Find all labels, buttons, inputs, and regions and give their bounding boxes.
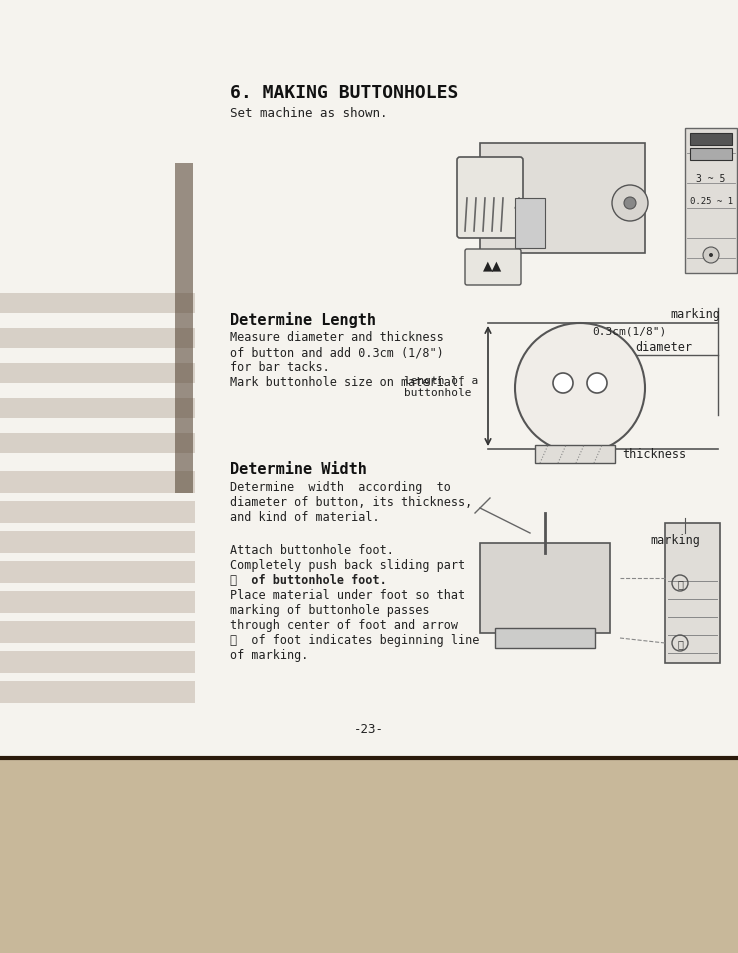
Bar	[0, 621, 195, 643]
Bar	[480, 144, 645, 253]
FancyBboxPatch shape	[457, 158, 523, 239]
Text: Determine Width: Determine Width	[230, 461, 367, 476]
Bar	[690, 133, 732, 146]
Text: diameter: diameter	[635, 340, 692, 354]
Circle shape	[515, 324, 645, 454]
Text: ⓑ  of foot indicates beginning line: ⓑ of foot indicates beginning line	[230, 634, 480, 646]
Bar	[0, 434, 195, 454]
Text: ▲▲: ▲▲	[483, 259, 503, 273]
Text: marking of buttonhole passes: marking of buttonhole passes	[230, 603, 430, 617]
Text: ⓐ  of buttonhole foot.: ⓐ of buttonhole foot.	[230, 574, 387, 586]
Circle shape	[703, 248, 719, 264]
Bar	[0, 294, 195, 314]
Circle shape	[624, 198, 636, 210]
Text: of button and add 0.3cm (1/8"): of button and add 0.3cm (1/8")	[230, 346, 444, 358]
Text: of marking.: of marking.	[230, 648, 308, 661]
FancyBboxPatch shape	[465, 250, 521, 286]
Text: diameter of button, its thickness,: diameter of button, its thickness,	[230, 496, 472, 509]
Text: marking: marking	[670, 308, 720, 320]
Bar	[495, 628, 595, 648]
Text: for bar tacks.: for bar tacks.	[230, 360, 330, 374]
Text: Set machine as shown.: Set machine as shown.	[230, 107, 387, 120]
Text: Determine Length: Determine Length	[230, 312, 376, 328]
Bar	[0, 651, 195, 673]
Bar	[0, 501, 195, 523]
Text: 0.3cm(1/8"): 0.3cm(1/8")	[592, 326, 666, 335]
Text: Determine  width  according  to: Determine width according to	[230, 480, 451, 494]
Bar	[665, 523, 720, 663]
Bar	[175, 164, 193, 494]
Bar	[0, 364, 195, 384]
Bar	[0, 398, 195, 418]
Text: 3 ~ 5: 3 ~ 5	[697, 173, 725, 184]
Bar	[685, 129, 737, 274]
Bar	[0, 592, 195, 614]
Text: -23-: -23-	[354, 722, 384, 735]
Text: Mark buttonhole size on material.: Mark buttonhole size on material.	[230, 375, 465, 389]
Bar	[480, 543, 610, 634]
Bar	[0, 532, 195, 554]
Text: thickness: thickness	[622, 448, 686, 461]
Bar	[0, 681, 195, 703]
Circle shape	[587, 374, 607, 394]
Text: Completely push back sliding part: Completely push back sliding part	[230, 558, 465, 572]
Text: ⓑ: ⓑ	[677, 639, 683, 648]
Bar	[0, 472, 195, 494]
Circle shape	[709, 253, 713, 257]
Text: through center of foot and arrow: through center of foot and arrow	[230, 618, 458, 631]
Text: and kind of material.: and kind of material.	[230, 511, 379, 523]
Bar	[0, 0, 738, 759]
Circle shape	[553, 374, 573, 394]
Bar	[0, 329, 195, 349]
Text: Place material under foot so that: Place material under foot so that	[230, 588, 465, 601]
Text: 6. MAKING BUTTONHOLES: 6. MAKING BUTTONHOLES	[230, 84, 458, 102]
Bar	[0, 561, 195, 583]
Bar	[535, 446, 615, 463]
Text: ⓐ: ⓐ	[677, 578, 683, 588]
Bar	[690, 149, 732, 161]
Bar	[0, 759, 738, 953]
Text: marking: marking	[650, 534, 700, 546]
Circle shape	[612, 186, 648, 222]
Text: Measure diameter and thickness: Measure diameter and thickness	[230, 331, 444, 344]
Text: Attach buttonhole foot.: Attach buttonhole foot.	[230, 543, 394, 557]
Text: 0.25 ~ 1: 0.25 ~ 1	[689, 197, 733, 206]
Bar	[515, 199, 545, 249]
Text: length of a
buttonhole: length of a buttonhole	[404, 375, 478, 397]
